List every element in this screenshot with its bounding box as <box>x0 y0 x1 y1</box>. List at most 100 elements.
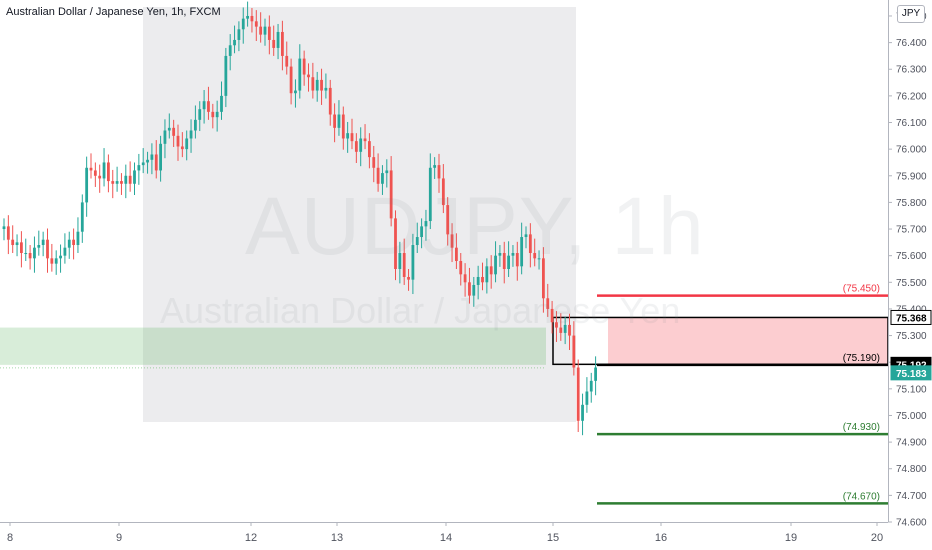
candle-body <box>572 335 576 368</box>
candle-body <box>546 298 550 309</box>
price-level-label: (74.930) <box>843 422 880 433</box>
price-axis[interactable] <box>889 0 932 550</box>
candle-body <box>20 242 23 254</box>
candle-body <box>455 247 458 261</box>
candle-body <box>350 133 354 142</box>
candle-body <box>307 74 310 78</box>
price-tick-label: 76.300 <box>896 65 927 76</box>
price-tick-label: 75.300 <box>896 331 927 342</box>
axis-price-tag[interactable] <box>890 365 932 381</box>
time-tick-label: 13 <box>331 532 343 544</box>
candle-body <box>128 175 132 184</box>
currency-button[interactable]: JPY <box>897 5 925 23</box>
candle-body <box>559 327 563 333</box>
candle-body <box>141 162 145 166</box>
candle-body <box>441 178 445 206</box>
candle-body <box>333 114 336 128</box>
candle-body <box>246 15 249 19</box>
price-tick-label: 75.900 <box>896 171 927 182</box>
candle-body <box>524 234 528 238</box>
candle-body <box>463 274 467 283</box>
candle-body <box>276 31 280 48</box>
candle-body <box>415 237 419 246</box>
candle-body <box>124 175 128 184</box>
candle-body <box>85 167 89 203</box>
candle-body <box>315 79 319 91</box>
candle-body <box>33 247 36 259</box>
candle-body <box>389 170 393 219</box>
axis-price-tag[interactable] <box>890 309 932 325</box>
candle-body <box>507 255 510 269</box>
candle-body <box>28 253 32 259</box>
candle-body <box>481 276 484 283</box>
candle-body <box>259 26 263 35</box>
candle-body <box>359 138 363 152</box>
candle-body <box>302 58 306 75</box>
price-level-label: (75.190) <box>843 353 880 364</box>
candle-body <box>542 258 545 299</box>
price-tick-label: 75.000 <box>896 411 927 422</box>
candle-body <box>433 165 437 168</box>
candle-body <box>502 253 506 269</box>
price-tick-label: 76.100 <box>896 118 927 129</box>
candle-body <box>63 247 67 256</box>
candle-body <box>485 266 489 283</box>
candle-body <box>385 170 389 174</box>
candle-body <box>250 15 254 22</box>
candle-body <box>272 39 276 48</box>
candle-body <box>67 239 71 248</box>
candle-body <box>102 162 106 179</box>
candle-body <box>446 205 450 235</box>
candle-body <box>576 367 580 421</box>
candle-body <box>511 253 515 256</box>
candle-body <box>402 253 406 277</box>
candle-body <box>281 31 284 56</box>
time-tick-label: 14 <box>440 532 452 544</box>
candle-body <box>285 55 289 67</box>
candle-body <box>298 58 302 91</box>
candle-body <box>137 165 141 171</box>
candle-body <box>520 237 524 267</box>
price-level-label: (74.670) <box>843 491 880 502</box>
candle-body <box>411 245 415 280</box>
candle-body <box>228 45 232 56</box>
candle-body <box>59 255 62 259</box>
candle-body <box>215 111 219 118</box>
candle-body <box>450 234 454 248</box>
price-tick-label: 75.600 <box>896 251 927 262</box>
price-tick-label: 74.800 <box>896 464 927 475</box>
time-tick-label: 16 <box>655 532 667 544</box>
support-zone[interactable] <box>0 327 546 365</box>
date-range-zone[interactable] <box>143 7 576 422</box>
candle-body <box>111 181 115 184</box>
candle-body <box>72 239 75 246</box>
candle-body <box>133 170 136 184</box>
candle-body <box>324 87 328 91</box>
time-tick-label: 20 <box>871 532 883 544</box>
candle-body <box>115 181 119 184</box>
candle-body <box>494 255 497 275</box>
candle-body <box>581 404 584 421</box>
candle-body <box>394 218 397 269</box>
candle-body <box>537 258 541 260</box>
chart-title: Australian Dollar / Japanese Yen, 1h, FX… <box>6 6 221 18</box>
candle-body <box>167 127 171 131</box>
candle-body <box>159 143 162 171</box>
candle-body <box>220 95 223 112</box>
candle-body <box>241 18 245 30</box>
candle-body <box>533 253 537 259</box>
price-tick-label: 74.600 <box>896 518 927 529</box>
candle-body <box>437 165 441 179</box>
candle-body <box>76 231 80 246</box>
candle-body <box>15 242 19 246</box>
candle-body <box>376 167 380 184</box>
candle-body <box>407 276 410 280</box>
candle-body <box>585 391 589 405</box>
price-tick-label: 74.700 <box>896 491 927 502</box>
position-risk-zone[interactable] <box>608 317 888 365</box>
candle-body <box>224 55 228 96</box>
candle-body <box>41 239 45 246</box>
price-tick-label: 75.800 <box>896 198 927 209</box>
candle-body <box>202 101 206 110</box>
